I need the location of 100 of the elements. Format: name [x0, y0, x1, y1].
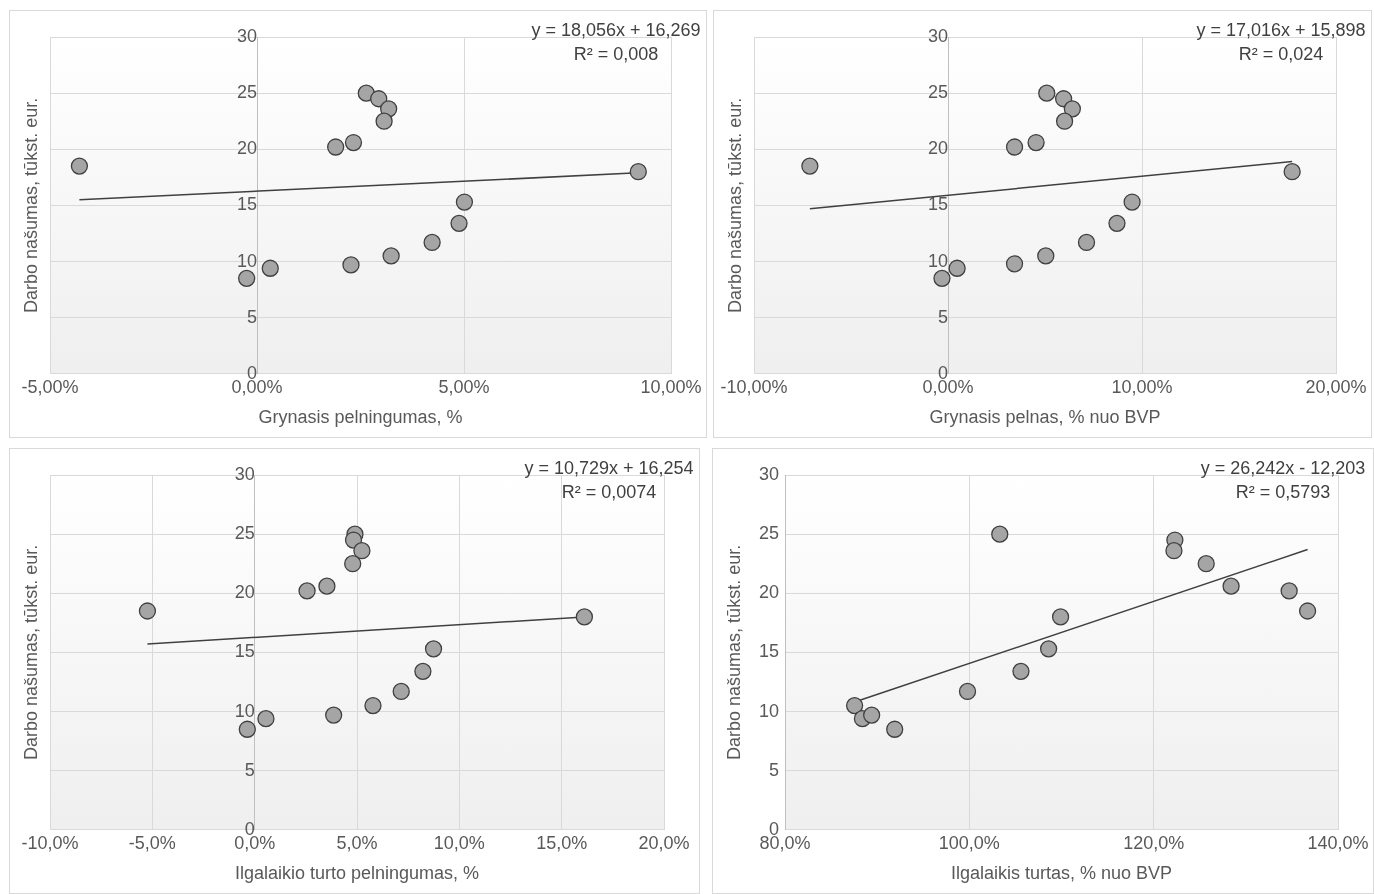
point	[1077, 233, 1096, 252]
x-tick-label: 20,0%	[638, 832, 690, 853]
x-axis-title: Ilgalaikio turto pelningumas, %	[234, 863, 480, 884]
point	[344, 555, 362, 573]
annotation: y = 10,729x + 16,254	[524, 457, 694, 478]
x-tick-label: 5,00%	[438, 376, 490, 397]
point	[423, 233, 441, 252]
point	[1038, 84, 1056, 102]
x-tick-label: -5,00%	[21, 376, 79, 397]
y-tick-label: 10	[236, 250, 257, 271]
y-tick-label: 25	[234, 523, 255, 544]
y-tick-label: 30	[927, 25, 948, 46]
y-tick-label: 5	[246, 306, 257, 327]
point	[392, 682, 410, 701]
point	[863, 706, 881, 724]
y-tick-label: 10	[234, 700, 255, 721]
point	[958, 682, 977, 701]
point	[261, 259, 279, 277]
point	[370, 90, 388, 108]
point	[629, 163, 647, 181]
point	[353, 542, 371, 560]
y-tick-label: 30	[234, 463, 255, 484]
y-tick-label: 10	[927, 250, 948, 271]
point	[257, 709, 275, 728]
y-tick-label: 30	[236, 25, 257, 46]
y-tick-label: 10	[758, 700, 780, 721]
y-tick-label: 5	[769, 759, 780, 780]
point	[375, 112, 393, 130]
point	[455, 193, 474, 211]
x-tick-label: 140,0%	[1307, 832, 1369, 853]
point	[298, 582, 316, 600]
point	[70, 157, 89, 175]
point	[238, 269, 256, 288]
y-axis-title: Darbo našumas, tūkst. eur.	[724, 97, 745, 313]
point	[1027, 133, 1045, 152]
point	[424, 640, 443, 658]
x-tick-label: 10,00%	[640, 376, 702, 397]
point	[1222, 577, 1240, 595]
annotation: y = 17,016x + 15,898	[1196, 19, 1366, 40]
point	[327, 138, 345, 156]
point	[364, 696, 382, 715]
y-tick-label: 20	[927, 138, 948, 159]
x-axis-title: Grynasis pelningumas, %	[258, 407, 463, 428]
y-tick-label: 15	[236, 194, 257, 215]
annotation: R² = 0,0074	[561, 481, 657, 502]
x-tick-label: 10,0%	[433, 832, 485, 853]
point	[575, 608, 594, 626]
point	[1051, 608, 1070, 626]
x-axis-title: Grynasis pelnas, % nuo BVP	[929, 407, 1161, 428]
y-tick-label: 20	[236, 138, 257, 159]
point	[138, 602, 157, 620]
y-tick-label: 25	[927, 82, 948, 103]
annotation: y = 18,056x + 16,269	[531, 19, 701, 40]
y-tick-label: 15	[758, 641, 780, 662]
x-tick-label: -10,00%	[720, 376, 788, 397]
y-tick-label: 20	[234, 582, 255, 603]
point	[1012, 662, 1030, 680]
point	[845, 696, 864, 715]
x-axis-title: Ilgalaikis turtas, % nuo BVP	[950, 863, 1173, 884]
x-tick-label: -10,0%	[21, 832, 79, 853]
y-tick-label: 5	[244, 759, 255, 780]
y-axis-title: Darbo našumas, tūkst. eur.	[20, 97, 41, 313]
y-tick-label: 15	[234, 641, 255, 662]
y-axis-title: Darbo našumas, tūkst. eur.	[20, 544, 41, 760]
point	[1165, 542, 1183, 560]
y-tick-label: 25	[236, 82, 257, 103]
annotation: R² = 0,5793	[1235, 481, 1331, 502]
point	[342, 256, 360, 274]
point	[801, 157, 819, 175]
point	[991, 525, 1009, 543]
point	[886, 720, 904, 738]
point	[1298, 602, 1317, 620]
point	[344, 133, 363, 152]
x-tick-label: 10,00%	[1111, 376, 1173, 397]
point	[1005, 255, 1024, 273]
y-tick-label: 30	[758, 463, 780, 484]
point	[1037, 247, 1055, 265]
x-tick-label: -5,0%	[128, 832, 176, 853]
point	[1039, 640, 1058, 658]
point	[1055, 112, 1074, 130]
point	[1197, 555, 1215, 573]
point	[933, 269, 951, 288]
point	[1280, 582, 1298, 600]
x-tick-label: 20,00%	[1305, 376, 1367, 397]
y-tick-label: 25	[758, 523, 780, 544]
annotation: R² = 0,008	[573, 43, 659, 64]
x-tick-label: 100,0%	[938, 832, 1000, 853]
point	[382, 247, 400, 265]
point	[1123, 193, 1141, 211]
y-tick-label: 15	[927, 194, 948, 215]
point	[450, 214, 468, 233]
y-axis-title: Darbo našumas, tūkst. eur.	[723, 544, 744, 760]
x-tick-label: 5,0%	[336, 832, 378, 853]
annotation: R² = 0,024	[1238, 43, 1324, 64]
point	[414, 662, 432, 680]
point	[325, 706, 343, 724]
annotation: y = 26,242x - 12,203	[1200, 457, 1366, 478]
point	[1283, 163, 1301, 181]
point	[318, 577, 336, 595]
point	[1005, 138, 1024, 156]
